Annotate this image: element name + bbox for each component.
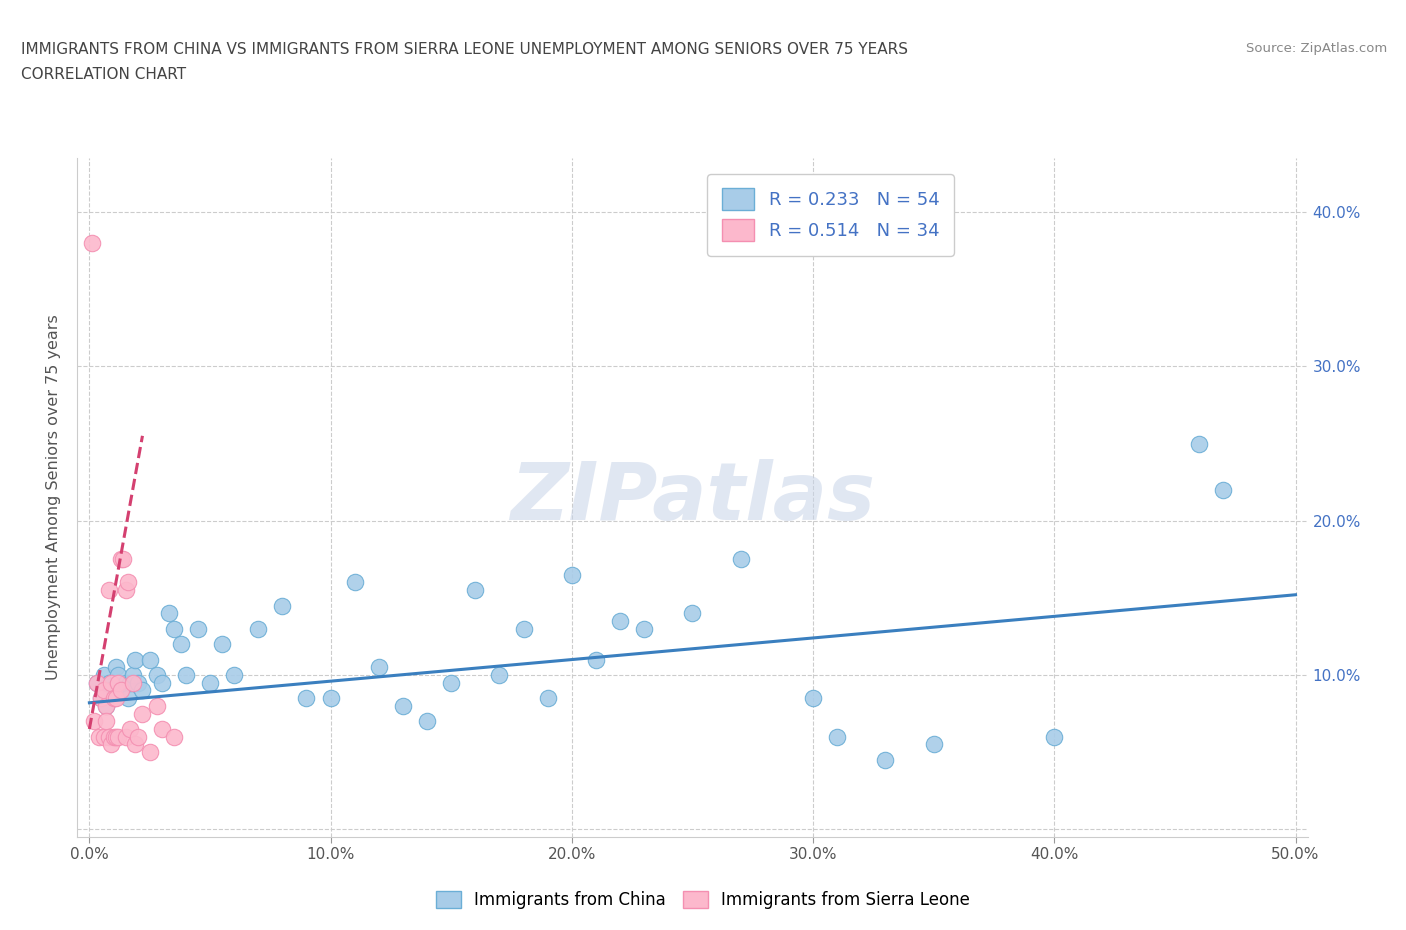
Point [97,729,120,744]
Point [416,714,439,729]
Legend: R = 0.233   N = 54, R = 0.514   N = 34: R = 0.233 N = 54, R = 0.514 N = 34 [707,174,955,256]
Point [104,691,127,706]
Point [198,675,221,690]
Point [120,675,142,690]
Point [633,621,655,636]
Point [107,668,129,683]
Point [107,729,129,744]
Point [224,668,246,683]
Point [343,575,366,590]
Point [682,605,704,620]
Point [138,652,160,667]
Point [121,668,143,683]
Point [1212,483,1234,498]
Point [150,675,173,690]
Point [131,706,153,721]
Point [464,583,486,598]
Point [112,551,135,566]
Point [87,729,110,744]
Point [295,691,318,706]
Point [1043,729,1066,744]
Point [124,652,146,667]
Point [922,737,945,751]
Point [150,722,173,737]
Point [117,575,139,590]
Point [114,729,136,744]
Point [110,683,132,698]
Point [163,729,186,744]
Point [107,675,129,690]
Point [100,675,122,690]
Y-axis label: Unemployment Among Seniors over 75 years: Unemployment Among Seniors over 75 years [46,314,62,681]
Point [157,605,180,620]
Point [211,637,233,652]
Point [97,675,120,690]
Point [86,675,108,690]
Point [90,691,112,706]
Point [585,652,607,667]
Point [120,722,142,737]
Point [96,698,118,713]
Text: IMMIGRANTS FROM CHINA VS IMMIGRANTS FROM SIERRA LEONE UNEMPLOYMENT AMONG SENIORS: IMMIGRANTS FROM CHINA VS IMMIGRANTS FROM… [21,42,908,57]
Point [170,637,193,652]
Point [247,621,270,636]
Point [146,698,169,713]
Point [512,621,534,636]
Point [1188,436,1211,451]
Point [103,691,125,706]
Point [104,729,127,744]
Point [93,668,115,683]
Point [103,691,125,706]
Point [117,691,139,706]
Point [110,551,132,566]
Point [730,551,752,566]
Point [114,583,136,598]
Text: Source: ZipAtlas.com: Source: ZipAtlas.com [1247,42,1388,55]
Point [100,737,122,751]
Point [127,675,149,690]
Point [609,614,631,629]
Point [440,675,463,690]
Point [392,698,415,713]
Point [93,729,115,744]
Point [488,668,510,683]
Point [127,729,149,744]
Point [110,683,132,698]
Point [96,714,118,729]
Point [100,683,122,698]
Point [86,675,108,690]
Point [103,729,125,744]
Point [90,691,112,706]
Point [271,598,294,613]
Point [174,668,197,683]
Point [131,683,153,698]
Point [80,235,103,250]
Point [163,621,186,636]
Point [96,698,118,713]
Point [114,675,136,690]
Text: ZIPatlas: ZIPatlas [510,458,875,537]
Point [875,752,897,767]
Legend: Immigrants from China, Immigrants from Sierra Leone: Immigrants from China, Immigrants from S… [427,883,979,917]
Point [93,683,115,698]
Point [367,660,389,675]
Point [146,668,169,683]
Point [138,745,160,760]
Point [124,737,146,751]
Point [83,714,105,729]
Point [187,621,209,636]
Point [537,691,560,706]
Point [801,691,824,706]
Point [97,583,120,598]
Point [825,729,848,744]
Point [121,675,143,690]
Point [104,660,127,675]
Text: CORRELATION CHART: CORRELATION CHART [21,67,186,82]
Point [319,691,342,706]
Point [561,567,583,582]
